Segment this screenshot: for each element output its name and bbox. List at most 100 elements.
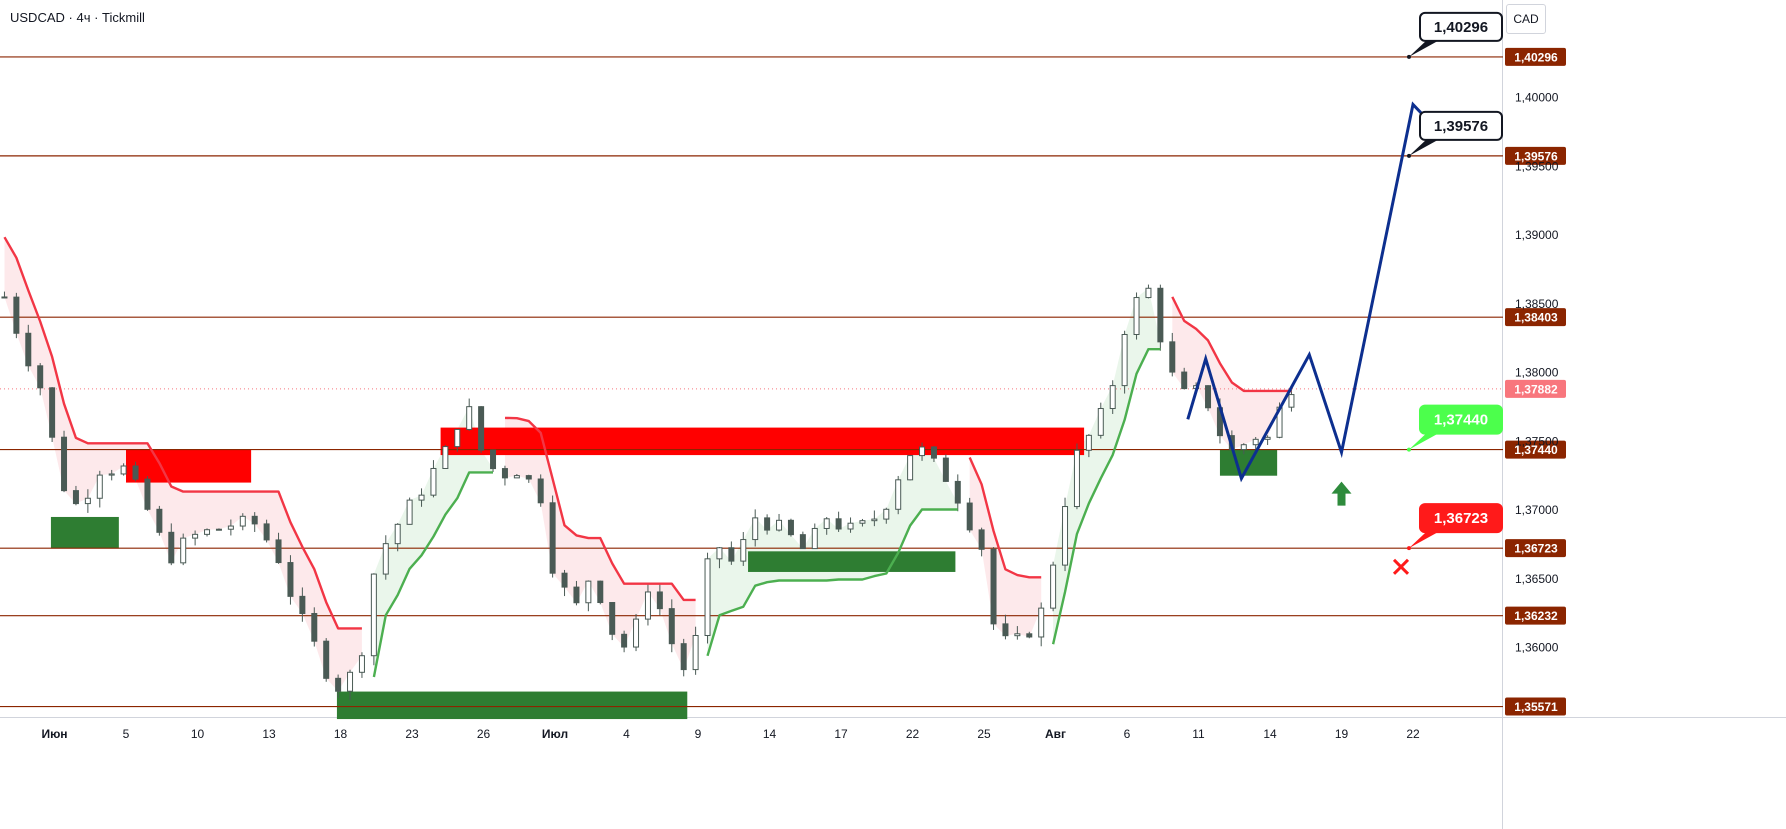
candle-body: [1264, 436, 1271, 440]
callout-label: 1,36723: [1434, 510, 1488, 527]
candle-body: [1062, 506, 1069, 566]
candle-body: [823, 518, 830, 529]
candle-body: [25, 332, 32, 367]
level-price-tag: [1505, 47, 1566, 66]
level-price-tag: [1505, 146, 1566, 165]
currency-button[interactable]: CAD: [1506, 4, 1546, 34]
candle-body: [537, 478, 544, 504]
candle-body: [1252, 438, 1259, 446]
callout-anchor-dot: [1407, 447, 1411, 452]
candle-body: [1, 296, 8, 299]
signal-markers: [1331, 481, 1410, 575]
candle-body: [251, 515, 258, 525]
horizontal-levels[interactable]: [0, 56, 1503, 708]
candle-body: [227, 525, 234, 530]
symbol-legend[interactable]: USDCAD · 4ч · Tickmill: [10, 10, 145, 25]
candle-body: [716, 547, 723, 560]
candle-body: [573, 586, 580, 604]
candle-body: [418, 494, 425, 501]
supply-demand-zones: [50, 427, 1278, 720]
demand-zone: [50, 516, 119, 549]
trend-fill: [1172, 296, 1292, 450]
time-tick-label: 4: [623, 727, 630, 741]
candle-body: [1205, 385, 1212, 409]
candle-body: [466, 406, 473, 430]
time-tick-label: 22: [906, 727, 920, 741]
candle-body: [668, 608, 675, 645]
candle-body: [239, 515, 246, 527]
interval-label: 4ч: [76, 10, 91, 25]
callout-pointer: [1409, 40, 1438, 57]
price-tick-label: 1,37000: [1515, 503, 1559, 517]
time-tick-label: 14: [1263, 727, 1277, 741]
candle-body: [954, 480, 961, 504]
level-price-label: 1,39576: [1514, 149, 1558, 163]
time-tick-label: 26: [477, 727, 491, 741]
time-tick-label: Авг: [1045, 727, 1066, 741]
price-tick-label: 1,38000: [1515, 366, 1559, 380]
candle-body: [704, 558, 711, 636]
candle-body: [549, 502, 556, 574]
forecast-line: [1186, 101, 1440, 483]
demand-zone: [336, 691, 688, 720]
demand-zone: [748, 551, 956, 572]
candle-body: [263, 523, 270, 541]
stop-cross-icon: [1392, 558, 1410, 575]
level-price-label: 1,35571: [1514, 700, 1558, 714]
candle-body: [871, 518, 878, 522]
candle-body: [323, 640, 330, 679]
price-tick-label: 1,36500: [1515, 572, 1559, 586]
level-price-tag: [1505, 440, 1566, 459]
candle-body: [895, 479, 902, 510]
candle-body: [930, 446, 937, 459]
supertrend-lines: [3, 236, 1292, 678]
candle-body: [1240, 444, 1247, 451]
time-tick-label: Июл: [542, 727, 568, 741]
broker-name: Tickmill: [102, 10, 145, 25]
candle-body: [1109, 385, 1116, 410]
supertrend-segment: [968, 457, 1042, 579]
time-tick-label: 25: [977, 727, 991, 741]
supertrend-segment: [504, 416, 696, 602]
candle-body: [180, 537, 187, 564]
candle-body: [168, 531, 175, 564]
candle-body: [84, 497, 91, 505]
callout-pointer: [1409, 532, 1438, 549]
forecast-path[interactable]: [1186, 101, 1440, 483]
price-callouts[interactable]: 1,40296 1,39576 1,37440 1,36723: [1407, 11, 1503, 551]
supertrend-segment: [1051, 348, 1161, 645]
current-price-tag: [1505, 379, 1566, 398]
candle-body: [1157, 287, 1164, 343]
candle-body: [347, 671, 354, 692]
time-tick-label: 6: [1124, 727, 1131, 741]
callout-box: [1419, 110, 1503, 141]
price-tick-label: 1,36000: [1515, 641, 1559, 655]
candle-body: [728, 547, 735, 562]
candle-body: [656, 591, 663, 610]
time-tick-label: 19: [1335, 727, 1349, 741]
price-tick-label: 1,38500: [1515, 297, 1559, 311]
candle-body: [1038, 607, 1045, 638]
candle-body: [132, 465, 139, 480]
buy-arrow-icon: [1331, 481, 1352, 506]
current-price-label: 1,37882: [1514, 382, 1558, 396]
candle-body: [275, 539, 282, 564]
callout-box: [1419, 503, 1503, 534]
candle-body: [1288, 394, 1295, 408]
candle-body: [597, 580, 604, 604]
level-price-tag: [1505, 697, 1566, 716]
time-tick-label: Июн: [41, 727, 67, 741]
supply-zone: [126, 449, 252, 483]
price-axis[interactable]: 1,40296 1,39576 1,38403 1,37440 1,36723 1,362…: [1505, 47, 1566, 716]
candle-body: [144, 478, 151, 510]
callout-pointer: [1409, 433, 1438, 450]
candle-body: [37, 365, 44, 389]
supertrend-segment: [3, 236, 362, 630]
candle-body: [406, 499, 413, 525]
candle-body: [490, 449, 497, 470]
time-axis[interactable]: Июн 5 10 13 18 23 26 Июл 4 9 14 17 22 25 Авг 6 11 14 19 22: [41, 727, 1420, 741]
candle-body: [919, 446, 926, 457]
candle-body: [287, 562, 294, 597]
time-tick-label: 10: [191, 727, 205, 741]
